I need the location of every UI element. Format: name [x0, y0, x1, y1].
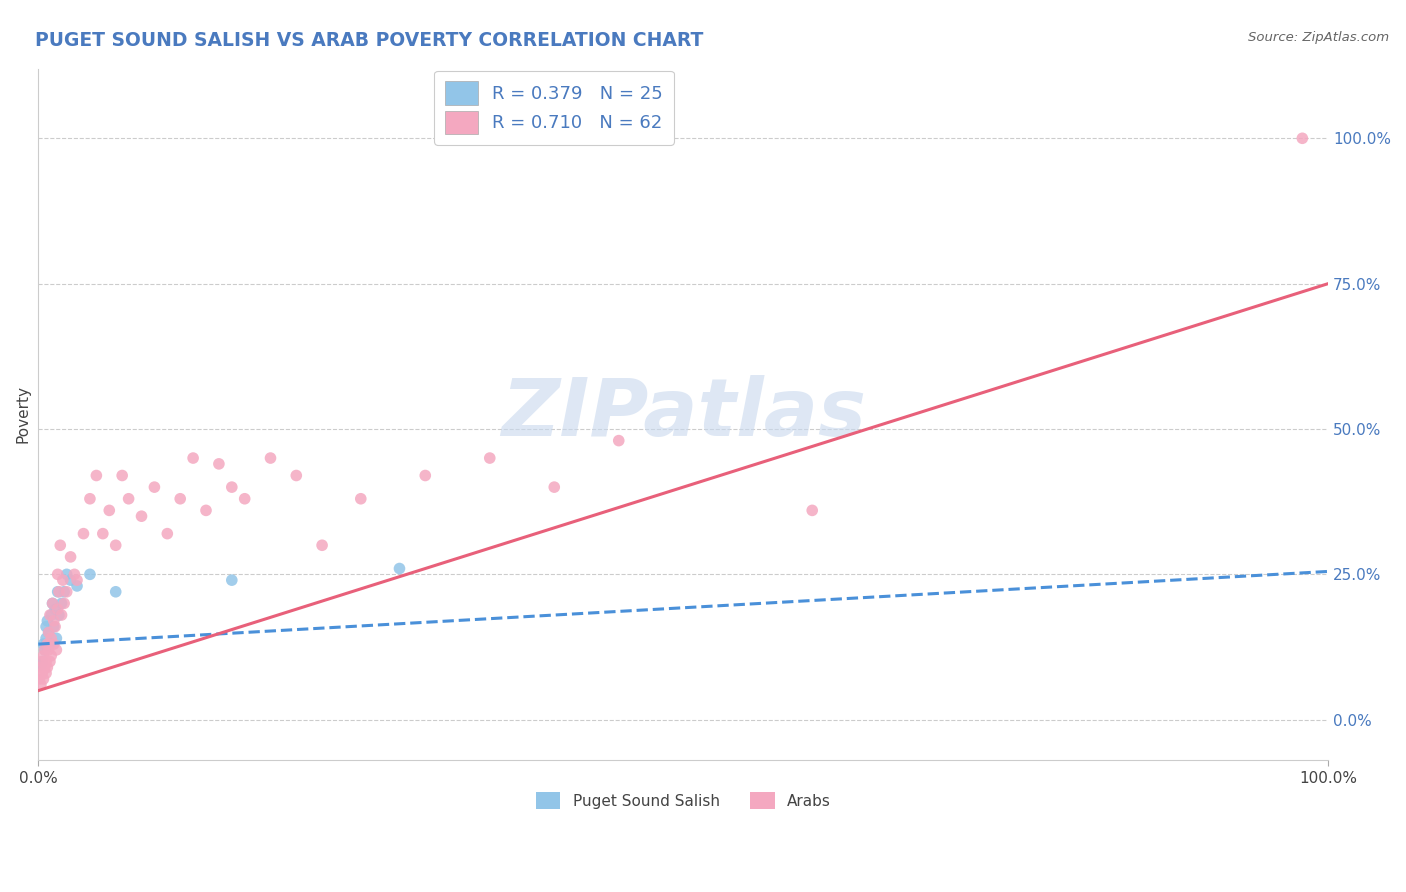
- Point: [543, 480, 565, 494]
- Point: [195, 503, 218, 517]
- Point: [51, 607, 73, 622]
- Point: [35, 620, 58, 634]
- Point: [169, 491, 191, 506]
- Point: [42, 637, 65, 651]
- Point: [208, 457, 231, 471]
- Point: [39, 637, 62, 651]
- Point: [59, 573, 82, 587]
- Point: [32, 637, 55, 651]
- Point: [38, 625, 60, 640]
- Point: [59, 549, 82, 564]
- Point: [31, 655, 53, 669]
- Point: [38, 643, 60, 657]
- Point: [37, 660, 59, 674]
- Point: [63, 567, 86, 582]
- Point: [98, 503, 121, 517]
- Y-axis label: Poverty: Poverty: [15, 385, 30, 443]
- Point: [72, 526, 94, 541]
- Point: [45, 643, 67, 657]
- Point: [53, 584, 76, 599]
- Point: [30, 660, 52, 674]
- Point: [35, 655, 58, 669]
- Point: [39, 632, 62, 646]
- Point: [131, 509, 153, 524]
- Point: [39, 655, 62, 669]
- Point: [1291, 131, 1313, 145]
- Point: [41, 596, 63, 610]
- Point: [44, 620, 66, 634]
- Point: [55, 567, 77, 582]
- Point: [91, 526, 114, 541]
- Point: [37, 614, 59, 628]
- Point: [41, 596, 63, 610]
- Point: [233, 491, 256, 506]
- Point: [221, 573, 243, 587]
- Text: ZIPatlas: ZIPatlas: [501, 376, 866, 453]
- Point: [30, 657, 52, 672]
- Point: [66, 573, 89, 587]
- Point: [79, 567, 101, 582]
- Point: [46, 567, 69, 582]
- Point: [53, 596, 76, 610]
- Point: [156, 526, 179, 541]
- Point: [117, 491, 139, 506]
- Point: [51, 596, 73, 610]
- Point: [143, 480, 166, 494]
- Point: [28, 672, 51, 686]
- Point: [39, 607, 62, 622]
- Point: [46, 602, 69, 616]
- Point: [45, 632, 67, 646]
- Point: [79, 491, 101, 506]
- Point: [66, 579, 89, 593]
- Point: [34, 643, 56, 657]
- Point: [34, 643, 56, 657]
- Point: [285, 468, 308, 483]
- Point: [181, 451, 204, 466]
- Point: [46, 584, 69, 599]
- Point: [104, 538, 127, 552]
- Legend: Puget Sound Salish, Arabs: Puget Sound Salish, Arabs: [530, 786, 837, 815]
- Point: [37, 637, 59, 651]
- Point: [31, 655, 53, 669]
- Point: [42, 620, 65, 634]
- Point: [31, 666, 53, 681]
- Point: [38, 625, 60, 640]
- Point: [259, 451, 281, 466]
- Point: [311, 538, 333, 552]
- Text: Source: ZipAtlas.com: Source: ZipAtlas.com: [1249, 31, 1389, 45]
- Point: [104, 584, 127, 599]
- Point: [30, 678, 52, 692]
- Point: [42, 614, 65, 628]
- Point: [34, 660, 56, 674]
- Point: [478, 451, 501, 466]
- Point: [32, 672, 55, 686]
- Point: [350, 491, 373, 506]
- Point: [32, 648, 55, 663]
- Point: [111, 468, 134, 483]
- Text: PUGET SOUND SALISH VS ARAB POVERTY CORRELATION CHART: PUGET SOUND SALISH VS ARAB POVERTY CORRE…: [35, 31, 703, 50]
- Point: [39, 607, 62, 622]
- Point: [49, 538, 72, 552]
- Point: [413, 468, 436, 483]
- Point: [388, 561, 411, 575]
- Point: [221, 480, 243, 494]
- Point: [44, 602, 66, 616]
- Point: [607, 434, 630, 448]
- Point: [35, 666, 58, 681]
- Point: [48, 607, 70, 622]
- Point: [35, 632, 58, 646]
- Point: [48, 584, 70, 599]
- Point: [55, 584, 77, 599]
- Point: [39, 648, 62, 663]
- Point: [52, 573, 75, 587]
- Point: [86, 468, 108, 483]
- Point: [801, 503, 824, 517]
